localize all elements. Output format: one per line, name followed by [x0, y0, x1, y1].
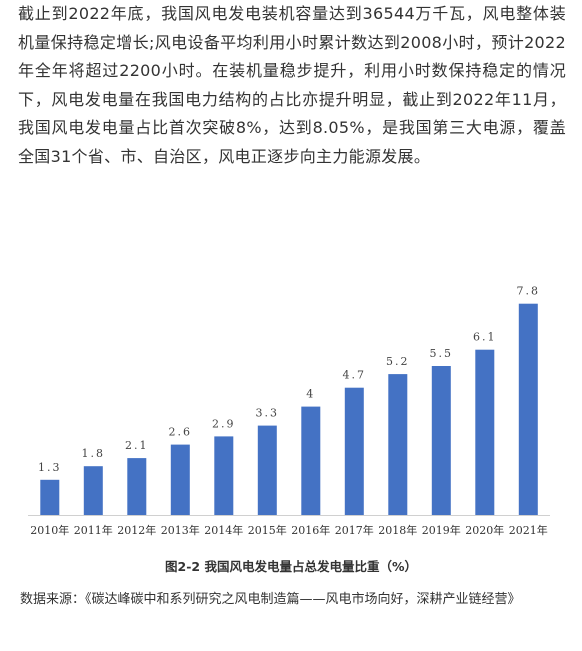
value-label: 3.3: [256, 407, 280, 420]
x-tick-label: 2015年: [248, 523, 287, 537]
value-label: 2.9: [212, 417, 236, 430]
bar-2018年: [388, 374, 408, 515]
x-tick-label: 2021年: [509, 523, 548, 537]
value-label: 7.8: [517, 285, 541, 298]
x-tick-label-group: 2010年 2011年 2012年 2013年 2014年 2015年 2016年 2017年…: [30, 523, 548, 537]
bar-2017年: [344, 387, 364, 515]
x-tick-label: 2012年: [117, 523, 156, 537]
bar-2012年: [127, 458, 147, 515]
x-tick-label: 2010年: [30, 523, 69, 537]
article-text: 截止到2022年底，我国风电发电装机容量达到36544万千瓦，风电整体装机量保持…: [18, 4, 566, 166]
bar-2016年: [301, 406, 321, 515]
x-tick-label: 2013年: [161, 523, 200, 537]
x-tick-label: 2018年: [378, 523, 417, 537]
x-tick-label: 2019年: [422, 523, 461, 537]
value-label: 5.5: [430, 347, 454, 360]
x-tick-label: 2016年: [291, 523, 330, 537]
x-tick-label: 2014年: [204, 523, 243, 537]
bar-2019年: [431, 366, 451, 515]
bar-chart: 1.3 1.8 2.1 2.6 2.9 3.3 4 4.7 5.2 5.5 6.1 7.8 2010年…: [28, 285, 550, 537]
value-label: 4: [306, 388, 315, 401]
data-source: 数据来源：《碳达峰碳中和系列研究之风电制造篇——风电市场向好，深耕产业链经营》: [20, 592, 521, 607]
bar-2020年: [475, 349, 495, 515]
x-tick-label: 2017年: [335, 523, 374, 537]
bar-2014年: [214, 436, 234, 515]
value-label: 1.8: [82, 447, 106, 460]
article-paragraph: 截止到2022年底，我国风电发电装机容量达到36544万千瓦，风电整体装机量保持…: [18, 0, 566, 172]
value-label-group: 1.3 1.8 2.1 2.6 2.9 3.3 4 4.7 5.2 5.5 6.1 7.8: [38, 285, 541, 474]
value-label: 6.1: [473, 331, 497, 344]
value-label: 2.1: [125, 439, 149, 452]
bar-2015年: [257, 425, 277, 515]
bar-2013年: [170, 444, 190, 515]
value-label: 5.2: [386, 355, 410, 368]
x-tick-label: 2011年: [74, 523, 113, 537]
value-label: 4.7: [343, 369, 367, 382]
figure-caption: 图2-2 我国风电发电量占总发电量比重（%）: [165, 559, 417, 574]
value-label: 1.3: [38, 461, 62, 474]
x-tick-label: 2020年: [465, 523, 504, 537]
value-label: 2.6: [169, 426, 193, 439]
bar-2010年: [40, 479, 60, 515]
bar-group: [40, 303, 538, 515]
bar-2021年: [518, 303, 538, 515]
bar-2011年: [83, 466, 103, 515]
